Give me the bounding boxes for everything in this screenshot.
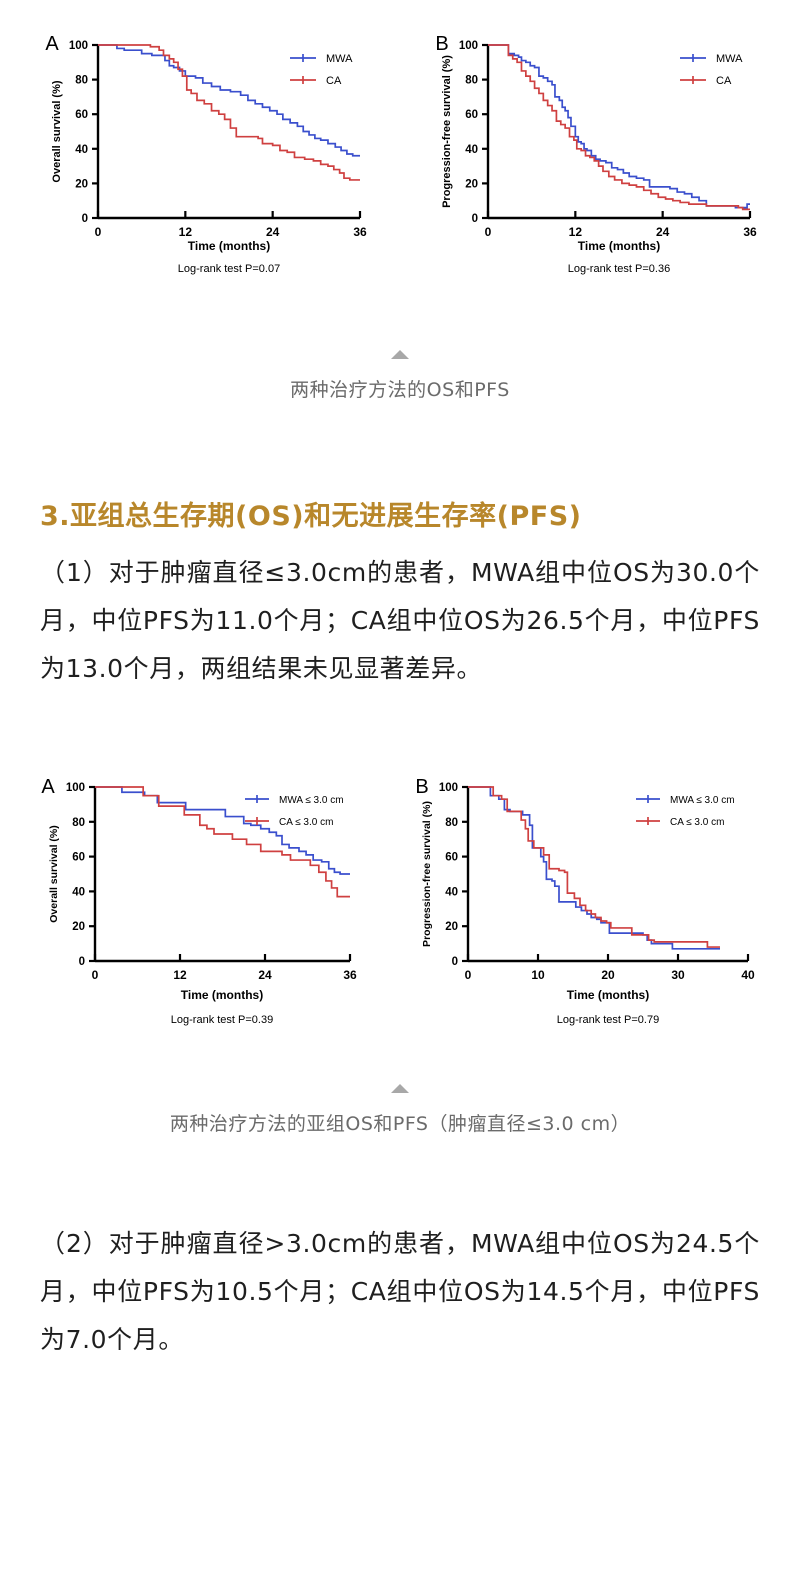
y-axis-label: Overall survival (%) xyxy=(48,825,60,922)
legend-label: MWA ≤ 3.0 cm xyxy=(279,795,344,806)
legend-label: MWA xyxy=(326,53,353,65)
x-tick-label: 40 xyxy=(741,968,755,982)
legend-label: CA ≤ 3.0 cm xyxy=(279,817,333,828)
y-tick-label: 80 xyxy=(75,75,88,87)
section-3-paragraph-1: （1）对于肿瘤直径≤3.0cm的患者，MWA组中位OS为30.0个月，中位PFS… xyxy=(40,558,760,683)
x-tick-label: 12 xyxy=(179,225,193,239)
triangle-icon xyxy=(391,350,409,359)
y-tick-label: 40 xyxy=(445,886,458,898)
x-tick-label: 20 xyxy=(601,968,615,982)
km-curve-mwacm xyxy=(468,786,720,950)
km-curve-mwa xyxy=(488,44,750,209)
y-tick-label: 100 xyxy=(66,782,85,794)
figure-1-caption: 两种治疗方法的OS和PFS xyxy=(290,379,510,401)
km-curve-ca xyxy=(98,44,360,181)
y-tick-label: 100 xyxy=(69,40,88,52)
panel-label: A xyxy=(41,776,55,798)
x-tick-label: 0 xyxy=(485,225,492,239)
y-tick-label: 60 xyxy=(445,852,458,864)
legend-label: CA xyxy=(326,75,342,87)
x-tick-label: 10 xyxy=(531,968,545,982)
x-tick-label: 24 xyxy=(266,225,280,239)
y-tick-label: 20 xyxy=(72,921,85,933)
km-curve-cacm xyxy=(95,786,350,898)
x-tick-label: 24 xyxy=(656,225,670,239)
section-3-paragraph-2: （2）对于肿瘤直径>3.0cm的患者，MWA组中位OS为24.5个月，中位PFS… xyxy=(40,1229,760,1354)
panel-label: A xyxy=(45,33,59,55)
km-curve-mwa xyxy=(98,44,360,157)
x-tick-label: 30 xyxy=(671,968,685,982)
panel-label: B xyxy=(435,33,448,55)
figure-2-panel-a: A 0 20 40 60 80 100 0 12 24 36 Time (months) Overall… xyxy=(0,769,400,1044)
x-axis-label: Time (months) xyxy=(188,239,270,253)
legend-label: CA ≤ 3.0 cm xyxy=(670,817,724,828)
y-tick-label: 80 xyxy=(445,817,458,829)
triangle-icon xyxy=(391,1084,409,1093)
x-axis-label: Time (months) xyxy=(567,988,649,1002)
figure-2-caption: 两种治疗方法的亚组OS和PFS（肿瘤直径≤3.0 cm） xyxy=(169,1113,631,1135)
figure-1-panel-a: A 0 20 40 60 80 100 0 12 24 36 Time (months) Overall… xyxy=(0,0,400,290)
section-3-heading: 3.亚组总生存期(OS)和无进展生存率(PFS) xyxy=(40,501,582,532)
x-tick-label: 0 xyxy=(465,968,472,982)
x-tick-label: 36 xyxy=(743,225,757,239)
chart-footnote: Log-rank test P=0.79 xyxy=(557,1014,659,1026)
figure-2-caption-block: 两种治疗方法的亚组OS和PFS（肿瘤直径≤3.0 cm） xyxy=(0,1084,800,1136)
km-chart-fig1A: A 0 20 40 60 80 100 0 12 24 36 Time (months) Overall… xyxy=(45,33,367,275)
x-axis-label: Time (months) xyxy=(181,988,263,1002)
x-tick-label: 24 xyxy=(258,968,272,982)
figure-1: A 0 20 40 60 80 100 0 12 24 36 Time (months) Overall… xyxy=(0,0,800,290)
figure-1-panel-b: B 0 20 40 60 80 100 0 12 24 36 Time (months) Progres… xyxy=(400,0,800,290)
y-tick-label: 100 xyxy=(439,782,458,794)
figure-2: A 0 20 40 60 80 100 0 12 24 36 Time (months) Overall… xyxy=(0,769,800,1044)
km-chart-fig2A: A 0 20 40 60 80 100 0 12 24 36 Time (months) Overall… xyxy=(41,776,357,1026)
y-tick-label: 20 xyxy=(465,178,478,190)
figure-2-panel-b: B 0 20 40 60 80 100 0 10 20 30 40 Time (months) Progr… xyxy=(400,769,800,1044)
figure-1-caption-block: 两种治疗方法的OS和PFS xyxy=(0,350,800,402)
y-tick-label: 0 xyxy=(82,213,88,225)
x-tick-label: 36 xyxy=(343,968,357,982)
km-curve-ca xyxy=(488,44,750,211)
x-tick-label: 0 xyxy=(92,968,99,982)
y-axis-label: Overall survival (%) xyxy=(51,80,63,182)
chart-footnote: Log-rank test P=0.39 xyxy=(171,1014,273,1026)
legend-label: CA xyxy=(716,75,732,87)
y-tick-label: 20 xyxy=(445,921,458,933)
x-axis-label: Time (months) xyxy=(578,239,660,253)
y-tick-label: 60 xyxy=(465,109,478,121)
y-tick-label: 60 xyxy=(72,852,85,864)
y-tick-label: 0 xyxy=(472,213,478,225)
x-tick-label: 12 xyxy=(173,968,187,982)
km-chart-fig2B: B 0 20 40 60 80 100 0 10 20 30 40 Time (months) Progr… xyxy=(415,776,755,1026)
x-tick-label: 12 xyxy=(569,225,583,239)
panel-label: B xyxy=(415,776,428,798)
y-tick-label: 100 xyxy=(459,40,478,52)
chart-footnote: Log-rank test P=0.36 xyxy=(568,263,670,275)
y-tick-label: 0 xyxy=(452,956,458,968)
km-chart-fig1B: B 0 20 40 60 80 100 0 12 24 36 Time (months) Progres… xyxy=(435,33,757,275)
chart-footnote: Log-rank test P=0.07 xyxy=(178,263,280,275)
km-curve-cacm xyxy=(468,786,720,948)
y-tick-label: 80 xyxy=(465,75,478,87)
y-tick-label: 80 xyxy=(72,817,85,829)
y-tick-label: 0 xyxy=(79,956,85,968)
y-axis-label: Progression-free survival (%) xyxy=(441,55,453,208)
y-tick-label: 40 xyxy=(75,144,88,156)
y-tick-label: 60 xyxy=(75,109,88,121)
x-tick-label: 0 xyxy=(95,225,102,239)
y-tick-label: 20 xyxy=(75,178,88,190)
legend-label: MWA ≤ 3.0 cm xyxy=(670,795,735,806)
y-axis-label: Progression-free survival (%) xyxy=(421,801,433,947)
y-tick-label: 40 xyxy=(465,144,478,156)
legend-label: MWA xyxy=(716,53,743,65)
x-tick-label: 36 xyxy=(353,225,367,239)
y-tick-label: 40 xyxy=(72,886,85,898)
